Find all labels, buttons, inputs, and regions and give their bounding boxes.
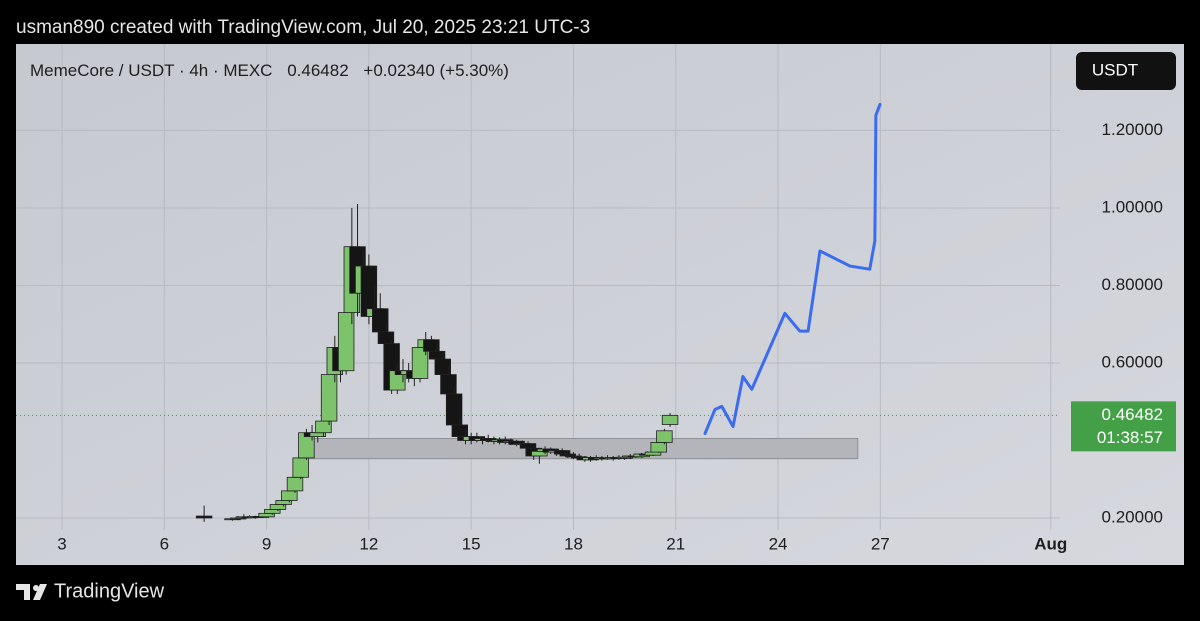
plot-area (16, 44, 1060, 530)
header-text: usman890 created with TradingView.com, J… (16, 17, 590, 38)
currency-label[interactable]: USDT (1092, 60, 1138, 79)
y-tick-label: 0.80000 (1102, 275, 1163, 294)
x-tick-label: 27 (871, 534, 890, 553)
currency-button[interactable] (1076, 52, 1176, 90)
candle-body (661, 414, 679, 425)
candle-body (195, 515, 213, 519)
x-tick-label: 12 (359, 534, 378, 553)
x-tick-label: 24 (769, 534, 788, 553)
candle-body (656, 430, 673, 443)
candle-body (286, 476, 304, 492)
symbol: MemeCore / USDT · 4h · MEXC (30, 61, 272, 80)
y-tick-label: 0.20000 (1102, 507, 1163, 526)
axes: 0.20000 0.60000 0.80000 1.00000 1.20000 3 6 9 12… (57, 120, 1176, 553)
price-label-box (1071, 401, 1176, 452)
x-tick-label: 18 (564, 534, 583, 553)
tradingview-logo (16, 584, 47, 600)
x-tick-label: 15 (462, 534, 481, 553)
last-price: 0.46482 (287, 61, 348, 80)
chart-title: MemeCore / USDT · 4h · MEXC 0.46482 +0.0… (30, 61, 509, 80)
price-change: +0.02340 (+5.30%) (363, 61, 509, 80)
countdown-label: 01:38:57 (1097, 428, 1163, 447)
x-tick-label: 3 (57, 534, 66, 553)
y-tick-label: 0.60000 (1102, 352, 1163, 371)
x-tick-label: 6 (160, 534, 169, 553)
projection-line (703, 102, 882, 435)
chart-panel (16, 44, 1184, 565)
candle-body (292, 457, 309, 478)
y-tick-label: 1.20000 (1102, 120, 1163, 139)
y-tick-label: 1.00000 (1102, 197, 1163, 216)
x-tick-label: 9 (262, 534, 271, 553)
footer-brand: TradingView (54, 580, 165, 602)
x-tick-label: Aug (1034, 534, 1067, 553)
price-label: 0.46482 (1102, 405, 1163, 424)
x-tick-label: 21 (666, 534, 685, 553)
